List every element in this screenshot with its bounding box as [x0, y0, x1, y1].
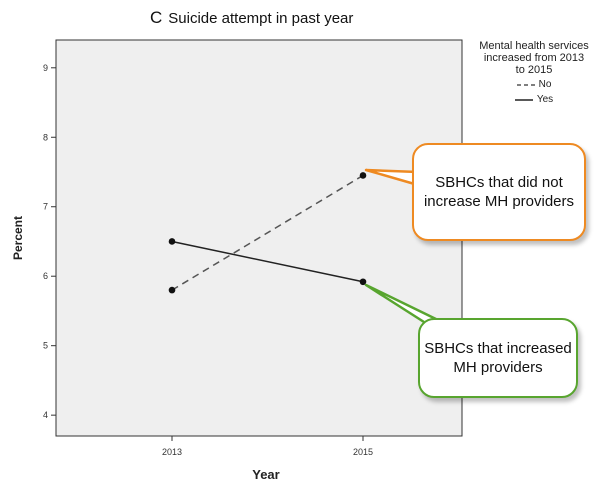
series-line-yes: [171, 240, 364, 283]
callout-pointer-yes: [364, 283, 439, 324]
y-tick-label: 4: [43, 410, 48, 420]
legend-title: Mental health services increased from 20…: [479, 40, 589, 76]
legend-entries: No Yes: [478, 79, 590, 106]
series-layer: [168, 172, 367, 294]
x-axis-ticks: 2013 2015: [162, 436, 373, 457]
y-tick-label: 8: [43, 132, 48, 142]
chart-title-text: Suicide attempt in past year: [168, 10, 354, 27]
series-point-yes: [359, 278, 367, 286]
legend-entry-yes: Yes: [478, 94, 590, 106]
panel-letter: C: [150, 8, 163, 27]
x-tick-label: 2015: [353, 447, 373, 457]
legend-entry-label: No: [538, 79, 552, 90]
callout-no-increase-text: SBHCs that did not increase MH providers: [423, 174, 575, 210]
x-tick-label: 2013: [162, 447, 182, 457]
series-point-yes: [168, 238, 176, 245]
series-point-no: [168, 286, 176, 294]
callout-pointer-no: [364, 168, 419, 187]
callout-no-increase: SBHCs that did not increase MH providers: [412, 143, 586, 241]
series-line-no: [171, 174, 364, 291]
y-tick-label: 9: [43, 63, 48, 73]
callout-increase: SBHCs that increased MH providers: [418, 318, 578, 398]
callout-increase-text: SBHCs that increased MH providers: [424, 340, 572, 376]
legend: Mental health services increased from 20…: [478, 40, 590, 106]
y-axis-ticks: 4 5 6 7 8 9: [43, 63, 56, 420]
x-axis-label: Year: [252, 467, 279, 482]
chart-title: C Suicide attempt in past year: [150, 8, 470, 28]
legend-entry-no: No: [478, 79, 590, 91]
y-axis-label: Percent: [11, 216, 25, 260]
legend-entry-label: Yes: [536, 94, 554, 105]
y-tick-label: 5: [43, 341, 48, 351]
legend-swatch: [516, 84, 535, 86]
legend-swatch: [514, 99, 533, 101]
y-tick-label: 6: [43, 271, 48, 281]
y-tick-label: 7: [43, 202, 48, 212]
series-point-no: [359, 172, 367, 179]
